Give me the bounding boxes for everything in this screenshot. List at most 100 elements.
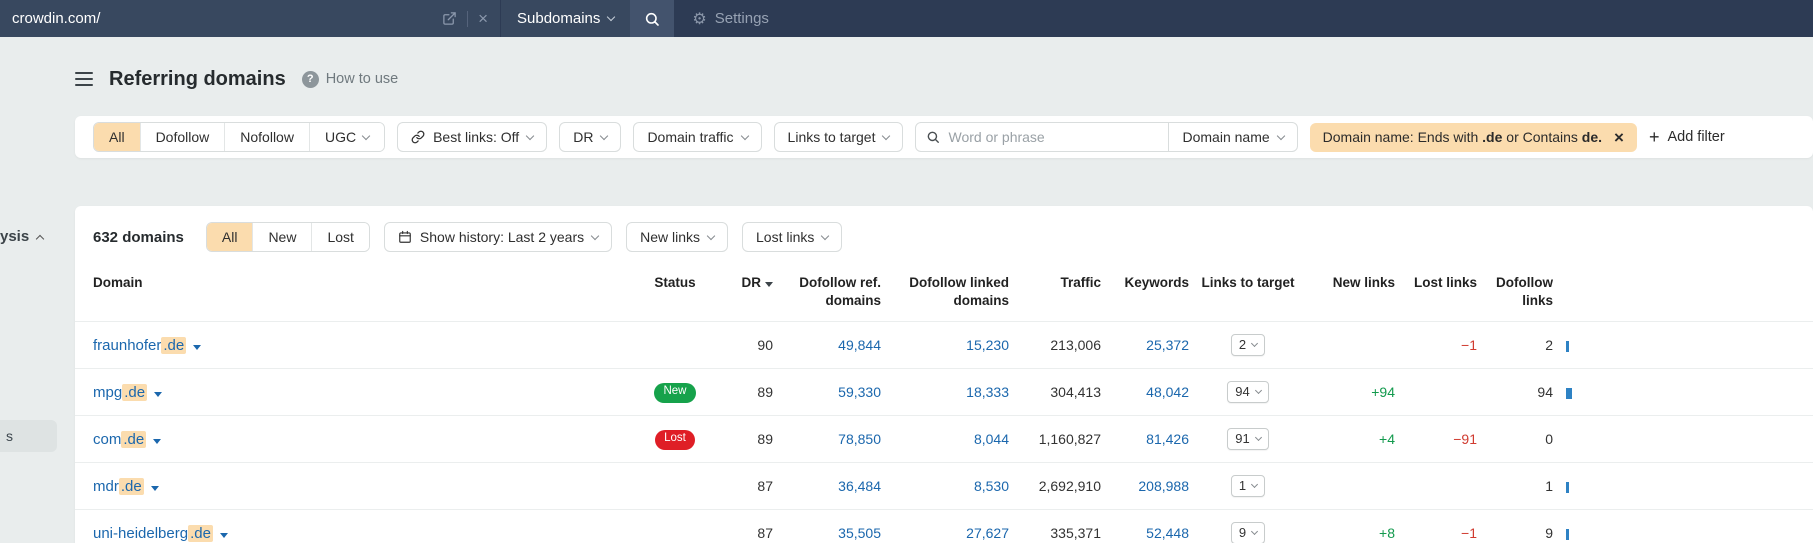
dofollow-linked-domains-link[interactable]: 8,044 [973,431,1009,448]
dofollow-links-bar [1566,481,1569,493]
links-to-target-select[interactable]: 2 [1230,334,1266,357]
match-highlight: .de [118,477,144,495]
search-mode-dropdown[interactable]: Subdomains [500,0,631,37]
col-header-traffic[interactable]: Traffic [1060,275,1101,290]
links-to-target-select[interactable]: 1 [1230,475,1266,498]
traffic-cell: 213,006 [1009,321,1101,369]
col-header-new-links[interactable]: New links [1332,275,1395,290]
dofollow-linked-domains-link[interactable]: 15,230 [966,337,1009,354]
dofollow-ref-domains-link[interactable]: 78,850 [838,431,881,448]
domain-cell: mdr .de [75,462,625,510]
traffic-cell: 2,692,910 [1009,462,1101,510]
dr-cell: 89 [725,415,773,463]
dofollow-links-cell: 0 [1477,415,1553,463]
dofollow-ref-domains-cell: 35,505 [773,509,881,543]
status-segment-new[interactable]: New [252,223,312,251]
settings-button[interactable]: ⚙ Settings [692,0,769,37]
keywords-link[interactable]: 52,448 [1146,525,1189,542]
new-links-label: New links [640,229,701,245]
word-or-phrase-input[interactable] [940,123,1169,151]
domain-dropdown-caret-icon[interactable] [154,391,163,397]
menu-icon[interactable] [75,72,93,86]
keywords-link[interactable]: 81,426 [1146,431,1189,448]
chevron-down-icon [525,131,535,140]
topbar: × Subdomains ⚙ Settings [0,0,1813,37]
domain-link[interactable]: com .de [93,430,147,448]
col-header-links-to-target[interactable]: Links to target [1201,275,1295,290]
links-to-target-cell: 9 [1189,509,1307,543]
chevron-down-icon [740,131,749,140]
col-header-lost-links[interactable]: Lost links [1413,275,1477,290]
col-header-dr[interactable]: DR [725,264,773,322]
filter-segment-all[interactable]: All [94,123,140,151]
domain-cell: com .de [75,415,625,463]
sidebar-item-label: s [6,428,13,444]
status-segment-lost[interactable]: Lost [311,223,369,251]
keywords-link[interactable]: 48,042 [1146,384,1189,401]
domain-cell: mpg .de [75,368,625,416]
add-filter-button[interactable]: + Add filter [1649,128,1725,146]
sidebar-item-analysis-cutoff[interactable]: ysis [0,228,45,245]
chevron-up-icon [35,234,45,243]
domain-dropdown-caret-icon[interactable] [150,485,159,491]
filter-bar: All Dofollow Nofollow UGC Best links: Off D… [75,116,1813,158]
status-cell [625,321,725,369]
dofollow-ref-domains-cell: 59,330 [773,368,881,416]
dofollow-linked-domains-link[interactable]: 18,333 [966,384,1009,401]
col-header-domain[interactable]: Domain [93,275,143,290]
col-header-dofollow-linked-domains[interactable]: Dofollow linked domains [909,275,1009,308]
dofollow-ref-domains-link[interactable]: 49,844 [838,337,881,354]
keywords-link[interactable]: 25,372 [1146,337,1189,354]
filter-segment-dofollow[interactable]: Dofollow [139,123,225,151]
links-to-target-select[interactable]: 94 [1227,381,1269,404]
filter-segment-ugc[interactable]: UGC [308,123,385,151]
target-input-box: × [0,0,500,37]
sidebar-item-selected-cutoff[interactable]: s [0,420,57,452]
dofollow-ref-domains-link[interactable]: 36,484 [838,478,881,495]
target-input[interactable] [12,10,443,27]
status-badge: Lost [655,429,695,450]
col-header-status[interactable]: Status [654,275,696,290]
remove-filter-icon[interactable]: × [1614,127,1624,147]
dofollow-links-cell: 2 [1477,321,1553,369]
dr-dropdown[interactable]: DR [559,122,622,152]
clear-target-icon[interactable]: × [478,9,488,28]
filter-dropdowns: DR Domain traffic Links to target [559,122,904,152]
domain-link[interactable]: fraunhofer .de [93,336,187,354]
domain-traffic-dropdown[interactable]: Domain traffic [633,122,762,152]
col-header-keywords[interactable]: Keywords [1124,275,1189,290]
dofollow-ref-domains-link[interactable]: 59,330 [838,384,881,401]
col-header-dofollow-ref-domains[interactable]: Dofollow ref. domains [799,275,881,308]
active-filter-chip[interactable]: Domain name: Ends with .de or Contains d… [1309,122,1637,152]
keywords-link[interactable]: 208,988 [1138,478,1189,495]
col-header-dofollow-links[interactable]: Dofollow links [1496,275,1553,308]
dofollow-linked-domains-link[interactable]: 27,627 [966,525,1009,542]
open-in-new-tab-icon[interactable] [442,11,457,26]
how-to-use-link[interactable]: ? How to use [301,70,398,88]
sort-desc-icon [765,282,773,287]
filter-segment-nofollow[interactable]: Nofollow [224,123,309,151]
show-history-dropdown[interactable]: Show history: Last 2 years [383,222,613,252]
search-button[interactable] [630,0,675,37]
domain-link[interactable]: mdr .de [93,477,144,495]
page-header: Referring domains ? How to use [75,58,1813,100]
new-links-dropdown[interactable]: New links [626,222,729,252]
dofollow-ref-domains-cell: 78,850 [773,415,881,463]
lost-links-dropdown[interactable]: Lost links [742,222,843,252]
links-to-target-select[interactable]: 91 [1227,428,1269,451]
search-scope-dropdown[interactable]: Domain name [1168,123,1296,151]
links-to-target-select[interactable]: 9 [1230,522,1266,543]
match-highlight: .de [188,524,213,542]
dofollow-ref-domains-link[interactable]: 35,505 [838,525,881,542]
domain-link[interactable]: uni-heidelberg .de [93,524,213,542]
domain-dropdown-caret-icon[interactable] [153,438,162,444]
status-segment-all[interactable]: All [206,223,253,251]
links-to-target-dropdown[interactable]: Links to target [773,122,904,152]
domain-link[interactable]: mpg .de [93,383,148,401]
match-highlight: .de [122,383,148,401]
domain-dropdown-caret-icon[interactable] [219,532,228,538]
dofollow-linked-domains-cell: 8,044 [881,415,1009,463]
domain-dropdown-caret-icon[interactable] [193,344,202,350]
best-links-dropdown[interactable]: Best links: Off [397,122,548,152]
dofollow-linked-domains-link[interactable]: 8,530 [973,478,1009,495]
